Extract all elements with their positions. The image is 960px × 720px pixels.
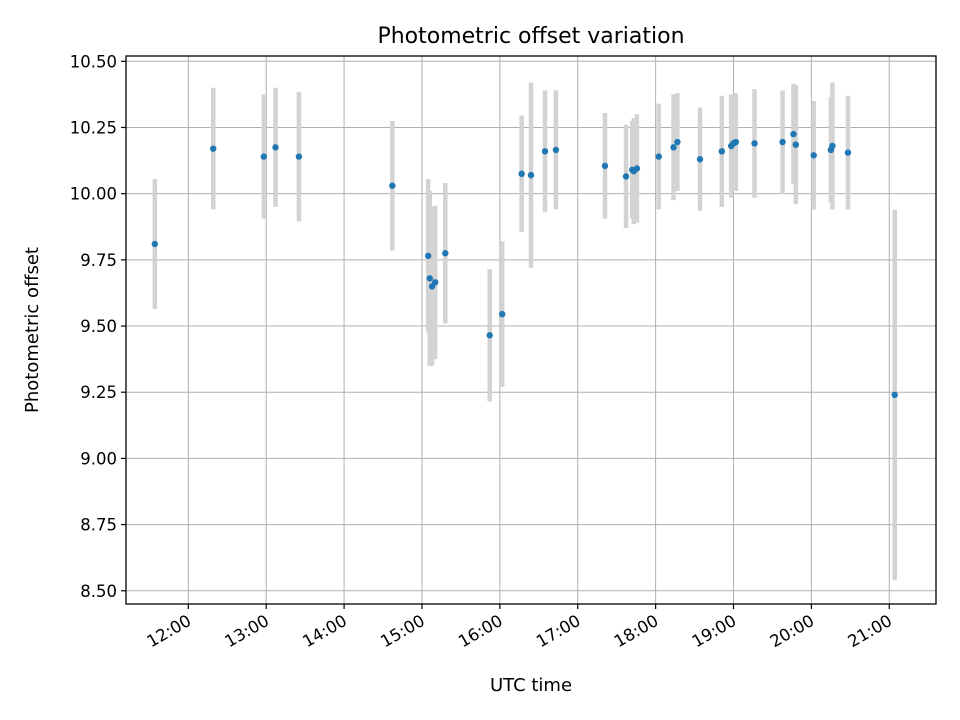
data-point xyxy=(829,142,836,150)
y-tick-label: 10.00 xyxy=(70,185,117,204)
y-tick-label: 8.75 xyxy=(80,516,117,535)
y-tick-label: 10.50 xyxy=(70,52,117,71)
data-points xyxy=(151,130,898,399)
data-point xyxy=(486,332,493,339)
data-point xyxy=(674,138,681,146)
data-point xyxy=(260,153,268,160)
data-point xyxy=(442,250,449,257)
data-point xyxy=(552,146,560,154)
data-point xyxy=(295,153,303,160)
data-point xyxy=(601,162,609,170)
y-tick-label: 9.50 xyxy=(80,317,117,336)
data-point xyxy=(426,275,433,282)
data-point xyxy=(151,240,159,248)
data-point xyxy=(622,173,630,180)
data-point xyxy=(779,138,786,146)
y-tick-label: 9.75 xyxy=(80,251,117,270)
data-point xyxy=(432,279,439,286)
y-axis-label: Photometric offset xyxy=(22,247,43,413)
data-point xyxy=(389,182,396,189)
data-point xyxy=(210,145,217,152)
data-point xyxy=(696,156,704,163)
data-point xyxy=(891,391,898,399)
data-point xyxy=(810,152,817,159)
data-point xyxy=(518,170,525,178)
data-point xyxy=(498,310,506,318)
x-axis-label: UTC time xyxy=(490,675,572,696)
data-point xyxy=(633,165,641,172)
data-point xyxy=(670,144,677,151)
data-point xyxy=(751,140,758,147)
data-point xyxy=(718,148,726,155)
y-tick-label: 8.50 xyxy=(80,582,117,601)
data-point xyxy=(424,252,432,260)
data-point xyxy=(792,141,800,148)
chart-title: Photometric offset variation xyxy=(377,24,684,49)
data-point xyxy=(527,171,535,179)
data-point xyxy=(655,153,662,160)
data-point xyxy=(844,149,852,156)
data-point xyxy=(272,144,279,151)
plot-frame xyxy=(125,55,937,605)
data-point xyxy=(541,148,549,155)
y-tick-label: 10.25 xyxy=(70,118,117,137)
data-point xyxy=(790,130,797,138)
y-tick-label: 9.00 xyxy=(80,449,117,468)
y-tick-label: 9.25 xyxy=(80,383,117,402)
data-point xyxy=(732,138,740,146)
